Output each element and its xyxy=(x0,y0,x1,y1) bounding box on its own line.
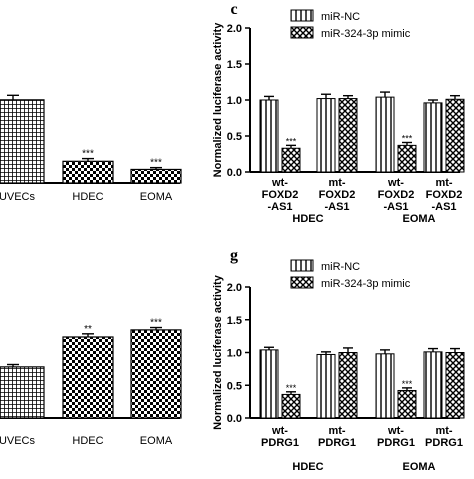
bar-huvecs xyxy=(0,366,45,419)
group-tick-label: mt- xyxy=(435,177,452,189)
cell-line-label: EOMA xyxy=(403,213,436,225)
group-tick-label: wt- xyxy=(271,177,288,189)
bar-mir-324-3p-mimic xyxy=(397,144,417,173)
y-tick-label: 2.0 xyxy=(227,282,242,294)
group-tick-label: wt- xyxy=(387,177,404,189)
chart-layer: HUVECs *** HDEC *** EOMA HUVECs ** HDEC *** EOMA c… xyxy=(0,1,465,473)
y-tick-label: 0.5 xyxy=(227,131,242,143)
legend-label: miR-324-3p mimic xyxy=(321,28,411,40)
bar-eoma xyxy=(130,168,182,184)
tick-label-huvecs: HUVECs xyxy=(0,191,35,203)
bar-mir-324-3p-mimic xyxy=(397,389,417,419)
group-tick-label: PDRG1 xyxy=(261,437,299,449)
bar-mir-324-3p-mimic xyxy=(445,352,465,419)
tick-label-eoma: EOMA xyxy=(140,435,173,447)
legend-swatch xyxy=(290,259,314,272)
group-tick-label: mt- xyxy=(328,425,345,437)
cell-line-label: EOMA xyxy=(403,461,436,473)
legend-swatch xyxy=(290,9,314,22)
bar-hdec xyxy=(62,336,114,419)
bar-mir-nc xyxy=(316,98,336,173)
y-tick-label: 1.0 xyxy=(227,348,242,360)
group-tick-label: FOXD2 xyxy=(319,189,356,201)
bar-mir-324-3p-mimic xyxy=(338,352,358,419)
bar-mir-nc xyxy=(259,349,279,419)
tick-label-hdec: HDEC xyxy=(72,435,103,447)
y-tick-label: 1.5 xyxy=(227,59,242,71)
y-axis-label: Normalized luciferase activity xyxy=(212,274,224,430)
y-tick-label: 0.0 xyxy=(227,167,242,179)
group-tick-label: -AS1 xyxy=(324,201,349,213)
bar-mir-nc xyxy=(316,353,336,419)
bar-eoma xyxy=(130,329,182,419)
group-tick-label: FOXD2 xyxy=(426,189,463,201)
significance-label: *** xyxy=(150,318,162,329)
bar-mir-324-3p-mimic xyxy=(445,98,465,173)
legend-label: miR-NC xyxy=(321,261,360,273)
significance-label: ** xyxy=(84,324,92,335)
group-tick-label: wt- xyxy=(387,425,404,437)
y-tick-label: 1.5 xyxy=(227,315,242,327)
y-tick-label: 2.0 xyxy=(227,23,242,35)
legend-label: miR-NC xyxy=(321,11,360,23)
y-axis-label: Normalized luciferase activity xyxy=(212,22,224,178)
significance-label: *** xyxy=(402,379,413,389)
y-tick-label: 1.0 xyxy=(227,95,242,107)
significance-label: *** xyxy=(286,383,297,393)
group-tick-label: mt- xyxy=(328,177,345,189)
group-tick-label: mt- xyxy=(435,425,452,437)
tick-label-eoma: EOMA xyxy=(140,191,173,203)
bar-mir-nc xyxy=(423,351,443,419)
tick-label-hdec: HDEC xyxy=(72,191,103,203)
bar-hdec xyxy=(62,160,114,184)
group-tick-label: -AS1 xyxy=(267,201,292,213)
significance-label: *** xyxy=(286,136,297,146)
tick-label-huvecs: HUVECs xyxy=(0,435,35,447)
group-tick-label: PDRG1 xyxy=(377,437,415,449)
group-tick-label: -AS1 xyxy=(383,201,408,213)
group-tick-label: FOXD2 xyxy=(262,189,299,201)
bar-mir-nc xyxy=(423,102,443,173)
group-tick-label: wt- xyxy=(271,425,288,437)
group-tick-label: FOXD2 xyxy=(378,189,415,201)
bar-mir-324-3p-mimic xyxy=(281,147,301,173)
y-tick-label: 0.0 xyxy=(227,413,242,425)
legend-label: miR-324-3p mimic xyxy=(321,278,411,290)
bar-mir-nc xyxy=(375,96,395,173)
bar-mir-324-3p-mimic xyxy=(338,98,358,173)
significance-label: *** xyxy=(402,133,413,143)
bar-mir-324-3p-mimic xyxy=(281,393,301,419)
legend-swatch xyxy=(290,26,314,39)
legend-swatch xyxy=(290,276,314,289)
group-tick-label: PDRG1 xyxy=(318,437,356,449)
group-tick-label: PDRG1 xyxy=(425,437,463,449)
panel-letter: g xyxy=(230,247,238,264)
panel-letter: c xyxy=(230,1,237,18)
bar-mir-nc xyxy=(259,99,279,173)
cell-line-label: HDEC xyxy=(292,213,323,225)
y-tick-label: 0.5 xyxy=(227,380,242,392)
bar-huvecs xyxy=(0,99,45,184)
significance-label: *** xyxy=(82,149,94,160)
bar-mir-nc xyxy=(375,353,395,419)
group-tick-label: -AS1 xyxy=(431,201,456,213)
cell-line-label: HDEC xyxy=(292,461,323,473)
significance-label: *** xyxy=(150,158,162,169)
